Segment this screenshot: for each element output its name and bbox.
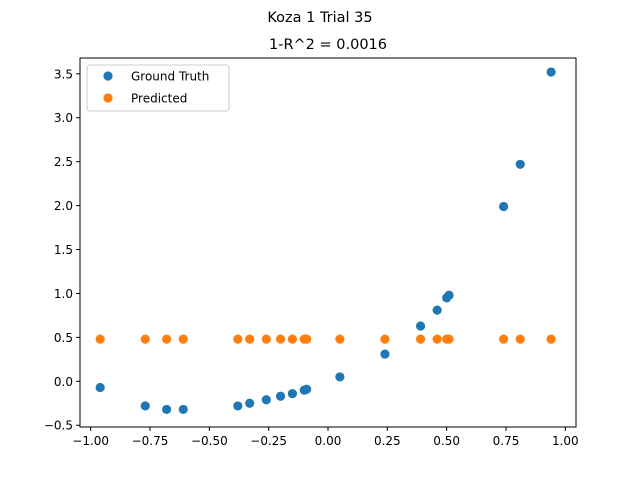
point-ground-truth <box>499 201 509 212</box>
chart-title: 1-R^2 = 0.0016 <box>269 37 387 53</box>
point-predicted <box>546 334 556 344</box>
x-tick-label: 0.50 <box>433 434 460 448</box>
x-tick-label: 1.00 <box>552 434 579 448</box>
y-tick-label: 2.5 <box>54 155 73 169</box>
point-predicted <box>380 334 390 344</box>
point-predicted <box>275 334 286 344</box>
legend-label: Predicted <box>131 92 187 106</box>
legend-marker <box>103 71 113 81</box>
point-ground-truth <box>444 290 454 300</box>
point-predicted <box>140 334 150 344</box>
point-predicted <box>245 334 255 344</box>
point-ground-truth <box>162 404 172 415</box>
point-predicted <box>432 334 442 344</box>
point-ground-truth <box>95 382 105 393</box>
point-ground-truth <box>515 159 525 169</box>
point-predicted <box>233 334 243 344</box>
y-tick-label: −0.5 <box>44 419 73 433</box>
legend-marker <box>103 93 113 103</box>
point-predicted <box>178 334 188 344</box>
y-tick-label: 0.0 <box>54 375 73 389</box>
x-tick-label: 0.25 <box>374 434 401 448</box>
point-ground-truth <box>380 349 390 359</box>
point-ground-truth <box>178 404 188 415</box>
point-ground-truth <box>415 321 426 331</box>
point-predicted <box>302 334 312 344</box>
point-predicted <box>515 334 525 344</box>
point-ground-truth <box>261 395 271 405</box>
point-predicted <box>162 334 172 344</box>
point-ground-truth <box>432 305 442 315</box>
y-tick-label: 3.0 <box>54 111 73 125</box>
point-predicted <box>415 334 426 344</box>
x-tick-label: −0.50 <box>191 434 228 448</box>
point-ground-truth <box>245 398 255 408</box>
x-tick-label: −1.00 <box>72 434 109 448</box>
point-ground-truth <box>335 372 345 382</box>
x-tick-label: 0.00 <box>315 434 342 448</box>
legend-box <box>86 64 230 112</box>
y-tick-label: 2.0 <box>54 199 73 213</box>
point-predicted <box>261 334 271 344</box>
plot-area: −1.00 −0.75 −0.50 −0.25 0.00 0.25 0.50 0.75 1.00… <box>44 57 579 448</box>
point-ground-truth <box>302 384 312 394</box>
point-predicted <box>95 334 105 344</box>
x-tick-label: −0.75 <box>132 434 169 448</box>
y-tick-label: 3.5 <box>54 67 73 81</box>
point-ground-truth <box>287 389 298 399</box>
point-predicted <box>287 334 298 344</box>
point-ground-truth <box>140 401 150 411</box>
point-predicted <box>444 334 454 344</box>
y-tick-label: 1.5 <box>54 243 73 257</box>
point-ground-truth <box>233 401 243 411</box>
point-ground-truth <box>275 391 286 401</box>
point-predicted <box>499 334 509 344</box>
figure-suptitle: Koza 1 Trial 35 <box>267 10 372 26</box>
point-ground-truth <box>546 67 556 77</box>
y-tick-label: 1.0 <box>54 287 73 301</box>
x-tick-label: 0.75 <box>493 434 520 448</box>
axes-frame <box>79 57 577 428</box>
x-tick-label: −0.25 <box>250 434 287 448</box>
legend-label: Ground Truth <box>131 70 209 84</box>
y-tick-label: 0.5 <box>54 331 73 345</box>
point-predicted <box>335 334 345 344</box>
